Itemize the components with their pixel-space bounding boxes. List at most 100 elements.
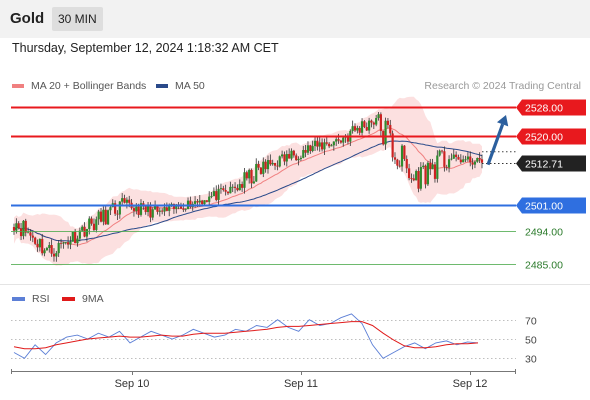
credit-label: Research © 2024 Trading Central (424, 80, 581, 92)
candle-body (144, 205, 147, 213)
timeframe-badge[interactable]: 30 MIN (52, 7, 103, 31)
candle-body (462, 159, 465, 163)
candle-body (295, 155, 298, 161)
candle (431, 158, 434, 170)
candle-body (382, 130, 385, 145)
candle (62, 241, 65, 249)
candle (299, 155, 303, 161)
candle-body (377, 114, 380, 119)
candle-body (19, 228, 23, 237)
candle (224, 184, 227, 196)
candle-body (262, 161, 265, 174)
candle-body (393, 157, 397, 160)
candle (222, 185, 225, 192)
candle (132, 206, 136, 217)
candle (161, 208, 164, 215)
candle-body (339, 140, 342, 143)
price-plot: 2528.00 2520.00 2512.71 2501.00 2494.00 2485.… (0, 96, 590, 285)
candle (400, 144, 404, 172)
candle-body (43, 250, 46, 254)
candle-body (66, 242, 70, 245)
candle-body (259, 167, 263, 174)
candle-body (104, 209, 107, 225)
candle-body (255, 163, 258, 182)
candle (302, 145, 305, 159)
candle-body (288, 154, 291, 159)
candle (250, 168, 253, 189)
candle (55, 250, 58, 262)
candle-body (114, 203, 117, 214)
header-bar: Gold 30 MIN (0, 0, 590, 38)
candle (102, 206, 105, 226)
candle-body (330, 145, 333, 147)
candle-body (212, 191, 215, 197)
candle-body (196, 201, 199, 203)
level-label: 2520.00 (525, 132, 563, 144)
candle-body (447, 159, 451, 168)
datetime-label: Thursday, September 12, 2024 1:18:32 AM … (12, 41, 279, 55)
candle (151, 207, 154, 221)
candle-body (384, 120, 387, 145)
candle (297, 156, 300, 166)
rsi-tick-label: 50 (525, 335, 537, 347)
candle (252, 176, 255, 184)
candle-body (222, 188, 225, 191)
candle (114, 200, 117, 216)
candle-body (74, 232, 77, 244)
candle (304, 144, 307, 158)
candle (123, 194, 126, 204)
candle (306, 141, 310, 155)
candle (433, 161, 437, 183)
candle-body (473, 161, 477, 165)
candle-body (252, 181, 255, 184)
candle (139, 199, 143, 217)
candle (238, 179, 241, 191)
candle (243, 167, 246, 194)
candle-body (45, 247, 49, 251)
candle (12, 223, 16, 235)
candle-body (139, 203, 143, 215)
candle (50, 239, 53, 257)
candle (245, 170, 248, 181)
candle-body (370, 120, 373, 123)
candle-body (85, 229, 89, 237)
candle-body (417, 171, 420, 189)
candle-body (304, 150, 307, 153)
candle-body (273, 162, 277, 166)
candle (457, 154, 460, 160)
candle-body (64, 242, 67, 243)
candle (375, 114, 378, 127)
candle (356, 125, 359, 134)
candle (379, 112, 382, 136)
candle (412, 174, 415, 182)
candle (455, 151, 458, 162)
candle (205, 200, 208, 203)
candle (36, 239, 39, 252)
candle-body (309, 145, 312, 152)
candle (473, 160, 477, 169)
candle-body (424, 165, 427, 185)
candle-body (116, 213, 119, 215)
ma50-line (13, 140, 483, 242)
candle (231, 184, 234, 193)
candle (476, 157, 479, 163)
candle-body (95, 219, 98, 230)
candle-body (356, 127, 359, 131)
candle-body (412, 178, 415, 181)
candle-body (57, 242, 60, 254)
candle-body (478, 158, 481, 160)
candle (78, 227, 81, 242)
candle (257, 160, 260, 171)
candle-body (360, 121, 364, 133)
candle (471, 158, 474, 170)
candle (45, 246, 49, 251)
candle (450, 153, 453, 161)
candle (419, 162, 422, 191)
candle-body (403, 145, 406, 160)
candle (360, 118, 364, 136)
candle (109, 206, 112, 215)
candle (440, 149, 444, 154)
candle (353, 123, 357, 132)
candle (215, 185, 218, 202)
candle (34, 236, 37, 246)
